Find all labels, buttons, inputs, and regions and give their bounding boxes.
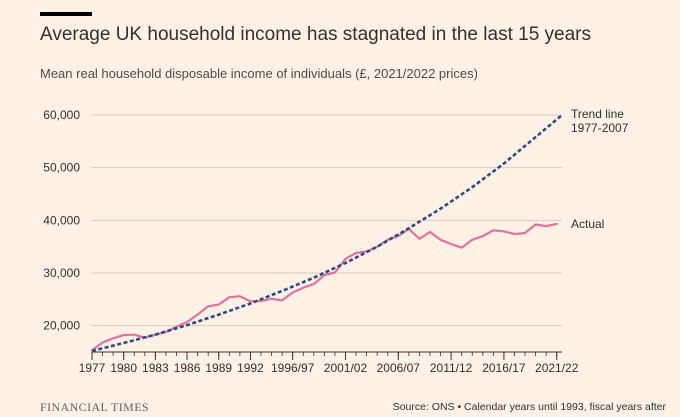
x-tick-label: 1996/97 [271,361,315,375]
x-tick-label: 1992 [237,361,264,375]
x-tick-label: 1986 [174,361,201,375]
y-tick-label: 40,000 [43,213,80,227]
y-tick-label: 20,000 [43,319,80,333]
x-tick-label: 1983 [142,361,169,375]
x-tick-label: 2001/02 [324,361,368,375]
x-tick-label: 1977 [79,361,106,375]
trend-line-years-label: 1977-2007 [571,121,629,135]
y-tick-label: 30,000 [43,266,80,280]
actual-label: Actual [571,217,604,231]
trend-line-series [91,114,563,353]
trend-line-label: Trend line [571,107,624,121]
y-tick-label: 50,000 [43,161,80,175]
chart-subtitle: Mean real household disposable income of… [40,66,478,81]
x-tick-label: 2011/12 [430,361,473,375]
x-tick-label: 1980 [110,361,137,375]
ft-logo: FINANCIAL TIMES [40,400,150,414]
y-tick-label: 60,000 [43,108,80,122]
chart-title: Average UK household income has stagnate… [40,24,591,45]
x-tick-label: 2006/07 [377,361,421,375]
top-accent-bar [40,12,92,16]
x-tick-label: 2016/17 [482,361,526,375]
source-note: Source: ONS • Calendar years until 1993,… [392,401,666,413]
x-tick-label: 1989 [205,361,232,375]
x-tick-label: 2021/22 [535,361,579,375]
